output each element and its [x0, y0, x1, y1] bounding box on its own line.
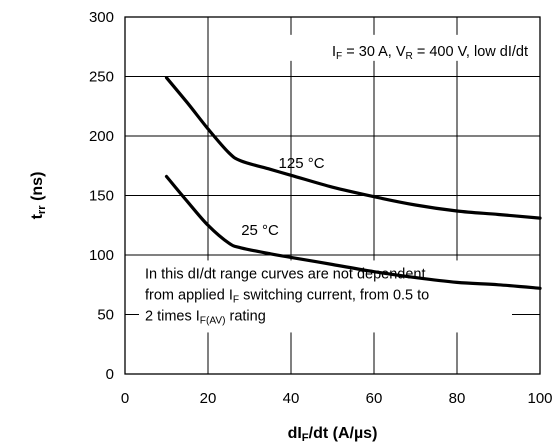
x-tick-label-4: 80: [449, 390, 466, 407]
conditions-run-2: = 30 A, V: [342, 44, 406, 60]
y-tick-label-6: 300: [89, 9, 114, 26]
y-axis-title-run-0: t: [29, 213, 46, 219]
note-line-2-run-2: switching current, from 0.5 to: [239, 287, 429, 303]
x-tick-label-0: 0: [121, 390, 129, 407]
y-tick-label-1: 50: [97, 307, 114, 324]
note-box: In this dI/dt range curves are not depen…: [139, 34, 534, 333]
conditions-run-3: R: [406, 51, 413, 62]
x-axis-title-run-0: dI: [288, 425, 302, 442]
x-axis-title-run-2: /dt (A/µs): [309, 425, 378, 442]
y-axis-title: trr (ns): [29, 172, 48, 220]
note-line-3: 2 times IF(AV) rating: [145, 308, 266, 326]
note-background: [139, 260, 512, 333]
note-line-2-run-0: from applied I: [145, 287, 233, 303]
conditions-run-4: = 400 V, low dI/dt: [413, 44, 528, 60]
note-line-2: from applied IF switching current, from …: [145, 287, 429, 305]
x-tick-label-5: 100: [527, 390, 552, 407]
note-line-2-run-1: F: [233, 294, 239, 305]
series-labels: 125 °C 25 °C: [241, 155, 325, 239]
series-line-1: [164, 174, 542, 290]
x-tick-label-1: 20: [200, 390, 217, 407]
series-lines: [164, 76, 542, 290]
note-line-3-run-2: rating: [225, 308, 265, 324]
note-line-1: In this dI/dt range curves are not depen…: [145, 266, 426, 282]
axis-titles: dIF/dt (A/µs)trr (ns): [29, 172, 377, 444]
note-line-3-run-1: F(AV): [200, 315, 226, 326]
y-axis-title-run-2: (ns): [29, 172, 46, 206]
note-line-3-run-0: 2 times I: [145, 308, 200, 324]
y-tick-label-4: 200: [89, 128, 114, 145]
conditions-run-0: I: [332, 44, 336, 60]
tick-labels: 0 50 100 150 200 250 300 0 20 40 60 80 100: [89, 9, 553, 407]
x-tick-label-3: 60: [366, 390, 383, 407]
series-label-1: 25 °C: [241, 222, 279, 239]
series-label-0: 125 °C: [279, 155, 325, 172]
series-line-0: [164, 76, 542, 220]
y-tick-label-3: 150: [89, 188, 114, 205]
conditions-label: IF = 30 A, VR = 400 V, low dI/dt: [332, 44, 528, 62]
conditions-run-1: F: [336, 51, 342, 62]
x-axis-title: dIF/dt (A/µs): [288, 425, 378, 444]
grid-lines: [125, 17, 540, 374]
y-tick-label-5: 250: [89, 69, 114, 86]
plot-frame: [124, 16, 541, 375]
x-axis-title-run-1: F: [302, 432, 309, 444]
x-tick-label-2: 40: [283, 390, 300, 407]
conditions-background: [245, 34, 534, 61]
y-axis-title-run-1: rr: [36, 205, 48, 214]
y-tick-label-0: 0: [106, 366, 114, 383]
y-tick-label-2: 100: [89, 247, 114, 264]
